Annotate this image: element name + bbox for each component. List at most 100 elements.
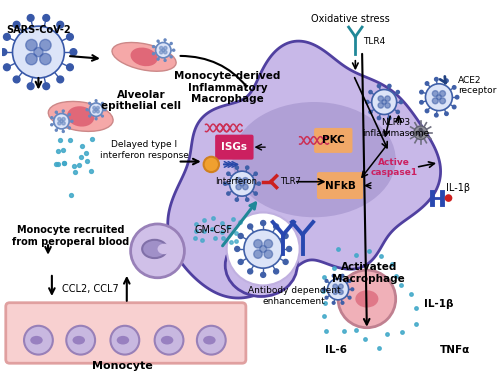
Circle shape <box>197 326 226 355</box>
Circle shape <box>54 114 69 129</box>
Circle shape <box>432 91 438 97</box>
FancyArrowPatch shape <box>180 56 246 86</box>
Circle shape <box>414 126 428 139</box>
Circle shape <box>164 50 167 54</box>
Circle shape <box>164 60 166 61</box>
Circle shape <box>62 130 64 132</box>
Circle shape <box>89 115 90 117</box>
Circle shape <box>162 49 164 52</box>
Circle shape <box>254 192 258 195</box>
Ellipse shape <box>225 234 298 296</box>
Circle shape <box>95 118 97 120</box>
Circle shape <box>170 42 172 44</box>
Circle shape <box>385 96 390 102</box>
Circle shape <box>60 120 63 122</box>
Circle shape <box>102 102 103 104</box>
Circle shape <box>372 89 396 114</box>
Circle shape <box>260 221 266 226</box>
Circle shape <box>102 115 103 117</box>
Circle shape <box>274 224 278 229</box>
Circle shape <box>240 182 244 186</box>
Circle shape <box>56 129 58 131</box>
Ellipse shape <box>116 336 129 345</box>
Circle shape <box>452 105 456 109</box>
Circle shape <box>58 117 61 121</box>
Circle shape <box>160 46 163 50</box>
Circle shape <box>444 79 448 83</box>
Circle shape <box>95 100 97 102</box>
Circle shape <box>246 166 249 169</box>
Circle shape <box>456 96 459 99</box>
Circle shape <box>26 39 37 51</box>
Circle shape <box>0 49 7 55</box>
Circle shape <box>40 39 51 51</box>
Circle shape <box>235 198 238 201</box>
Circle shape <box>419 134 422 137</box>
Circle shape <box>227 172 230 175</box>
Circle shape <box>24 326 53 355</box>
Circle shape <box>416 131 419 134</box>
Circle shape <box>62 117 65 121</box>
Ellipse shape <box>142 240 167 258</box>
Circle shape <box>34 47 43 57</box>
Text: TNFα: TNFα <box>440 345 470 355</box>
Circle shape <box>235 166 238 169</box>
Circle shape <box>396 110 400 114</box>
Circle shape <box>238 233 243 238</box>
Circle shape <box>93 110 96 113</box>
Circle shape <box>333 284 338 289</box>
Circle shape <box>325 280 328 282</box>
Circle shape <box>420 100 423 104</box>
Circle shape <box>224 182 227 185</box>
Circle shape <box>351 288 354 291</box>
Circle shape <box>70 49 77 55</box>
Circle shape <box>236 177 242 183</box>
Circle shape <box>238 259 243 265</box>
Text: Monocyte: Monocyte <box>92 361 152 371</box>
Text: IL-1β: IL-1β <box>446 183 470 193</box>
FancyBboxPatch shape <box>6 303 246 363</box>
Circle shape <box>66 64 73 70</box>
Circle shape <box>154 326 184 355</box>
Circle shape <box>336 287 340 291</box>
Circle shape <box>378 116 380 120</box>
Circle shape <box>156 42 171 58</box>
Ellipse shape <box>203 336 215 345</box>
Circle shape <box>260 273 266 277</box>
Circle shape <box>286 246 292 251</box>
Text: CCL2, CCL7: CCL2, CCL7 <box>62 284 118 294</box>
Circle shape <box>264 240 272 248</box>
Circle shape <box>322 288 325 291</box>
Circle shape <box>157 58 159 60</box>
Circle shape <box>338 284 343 289</box>
Circle shape <box>338 270 396 328</box>
Circle shape <box>434 77 438 81</box>
Circle shape <box>444 112 448 116</box>
Text: IL-6: IL-6 <box>325 345 347 355</box>
Text: TLR7: TLR7 <box>280 177 301 186</box>
Circle shape <box>93 106 96 110</box>
Circle shape <box>68 114 70 116</box>
Circle shape <box>89 102 90 104</box>
Circle shape <box>283 259 288 265</box>
Circle shape <box>68 127 70 129</box>
Text: Antibody dependent
enhancement: Antibody dependent enhancement <box>248 287 340 306</box>
Circle shape <box>264 250 272 258</box>
Circle shape <box>396 91 400 94</box>
Circle shape <box>325 296 328 299</box>
Circle shape <box>440 91 446 97</box>
Circle shape <box>341 301 344 304</box>
Circle shape <box>426 84 452 111</box>
Circle shape <box>110 326 140 355</box>
Circle shape <box>58 122 61 125</box>
Circle shape <box>341 274 344 277</box>
Circle shape <box>385 103 390 108</box>
Ellipse shape <box>161 336 173 345</box>
Ellipse shape <box>232 102 396 217</box>
Circle shape <box>43 14 50 21</box>
Circle shape <box>12 26 64 78</box>
Circle shape <box>248 224 252 229</box>
Circle shape <box>348 280 351 282</box>
Ellipse shape <box>67 106 94 127</box>
Circle shape <box>56 111 58 113</box>
